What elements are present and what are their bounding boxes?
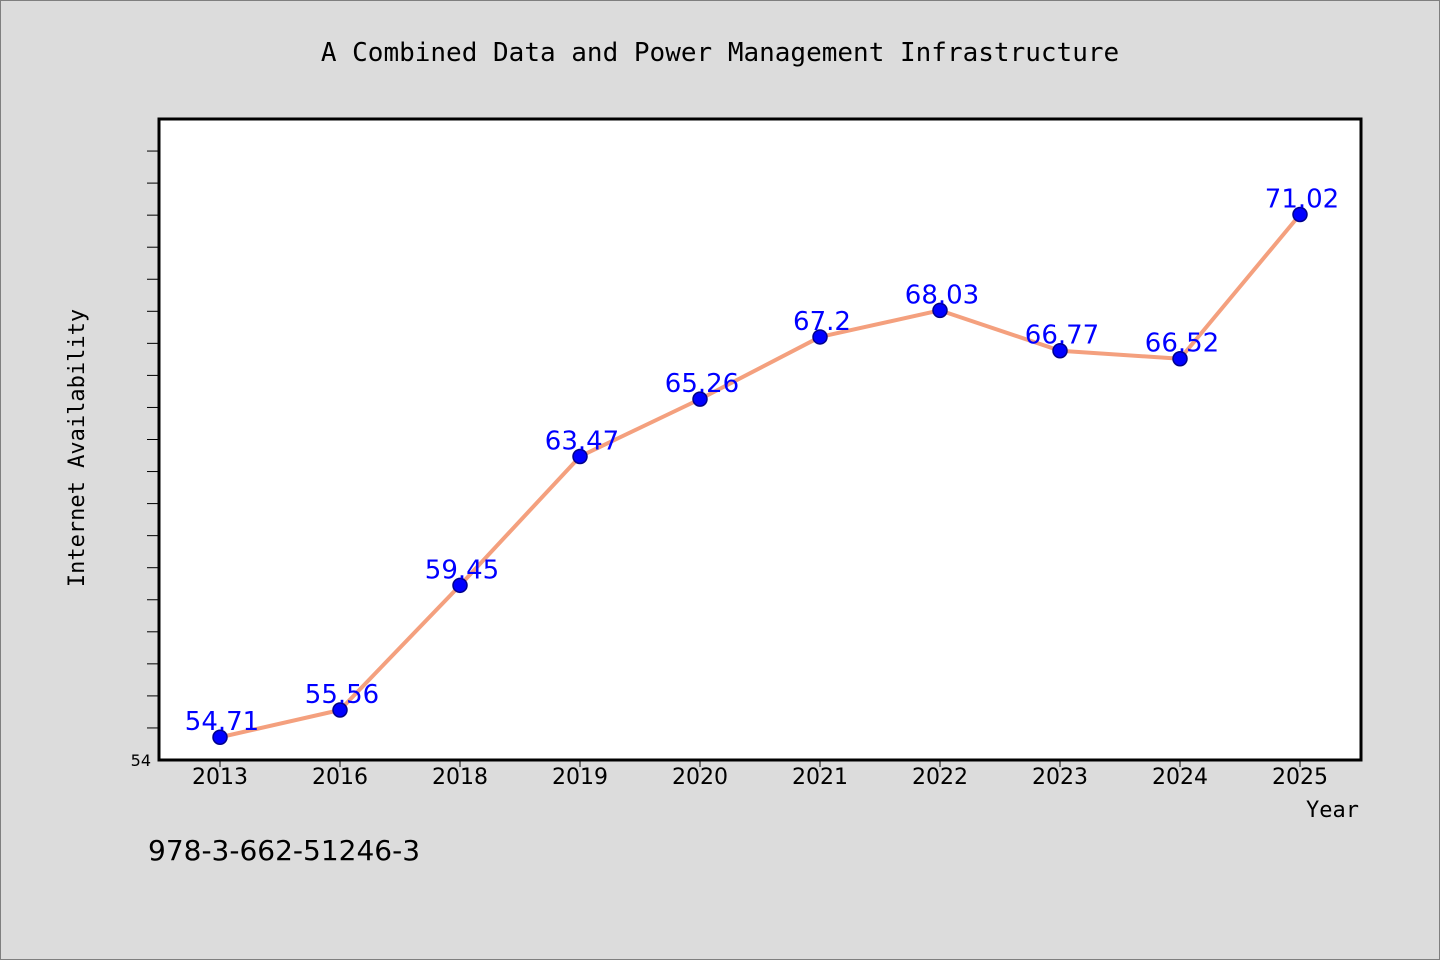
data-point <box>932 302 948 319</box>
x-tick-label: 2013 <box>192 765 248 790</box>
data-label: 55.56 <box>305 680 379 710</box>
x-tick-label: 2022 <box>912 765 968 790</box>
x-axis-ticks: 2013 2016 2018 2019 2020 2021 2022 2023 2024 2025 <box>192 760 1328 790</box>
x-tick-label: 2019 <box>552 765 608 790</box>
data-label: 65.26 <box>665 369 739 399</box>
x-tick-label: 2016 <box>312 765 368 790</box>
data-label: 54.71 <box>185 707 259 737</box>
data-point <box>212 729 228 745</box>
x-tick-label: 2024 <box>1152 765 1208 790</box>
data-label: 66.77 <box>1025 321 1099 351</box>
data-labels-group: 54.71 55.56 59.45 63.47 65.26 67.2 68.03 66.77 6… <box>185 185 1339 738</box>
data-point <box>812 329 828 345</box>
series-group <box>212 206 1308 745</box>
chart-title: A Combined Data and Power Management Inf… <box>321 38 1119 68</box>
plot-area <box>157 117 1363 762</box>
series-line <box>218 212 1302 740</box>
x-tick-label: 2023 <box>1032 765 1088 790</box>
x-tick-label: 2018 <box>432 765 488 790</box>
y-axis-label: Internet Availability <box>65 309 90 587</box>
data-point <box>1052 342 1068 359</box>
footnote-isbn: 978-3-662-51246-3 <box>148 834 421 867</box>
x-tick-label: 2020 <box>672 765 728 790</box>
data-label: 71.02 <box>1265 185 1339 215</box>
data-label: 63.47 <box>545 426 619 456</box>
data-point <box>452 577 468 594</box>
x-axis-label: Year <box>1306 798 1359 823</box>
data-label: 66.52 <box>1145 329 1219 359</box>
data-point <box>1172 350 1188 367</box>
data-point <box>692 391 708 407</box>
x-tick-label: 2021 <box>792 765 848 790</box>
y-axis-ticks: 54 <box>131 150 159 770</box>
y-tick-label: 54 <box>131 751 151 770</box>
data-point <box>332 702 348 718</box>
data-point <box>572 448 588 465</box>
data-point <box>1292 206 1308 223</box>
data-label: 59.45 <box>425 555 499 585</box>
data-label: 67.2 <box>793 307 851 337</box>
x-tick-label: 2025 <box>1272 765 1328 790</box>
data-label: 68.03 <box>905 280 979 310</box>
